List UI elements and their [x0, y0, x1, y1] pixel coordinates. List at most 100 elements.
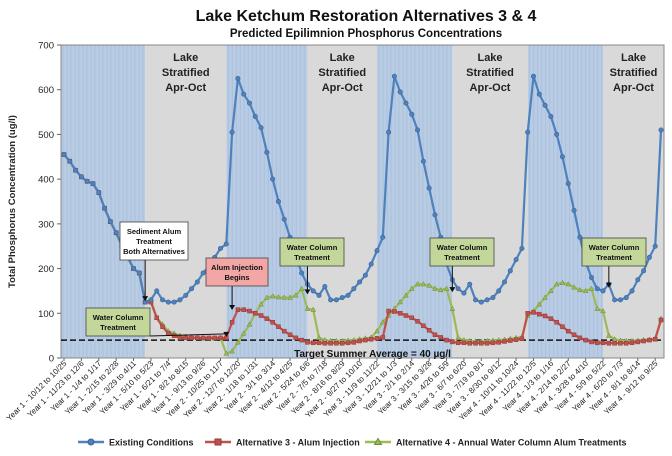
data-point [467, 281, 473, 287]
data-point [484, 297, 490, 303]
data-point [415, 127, 421, 133]
data-point [409, 111, 415, 117]
y-tick-label: 200 [38, 264, 54, 275]
data-point [531, 310, 536, 315]
legend-marker [87, 438, 95, 446]
season-band-summer [452, 45, 528, 358]
annotation-box [429, 237, 495, 267]
data-point [229, 319, 235, 325]
data-point [554, 131, 560, 137]
data-point [165, 299, 171, 305]
data-point [339, 295, 345, 301]
band-label: Stratified [466, 67, 514, 79]
annotation-arrowhead [449, 287, 456, 293]
data-point [247, 308, 252, 314]
y-tick-label: 600 [38, 85, 54, 96]
y-tick-label: 100 [38, 309, 54, 320]
data-point [200, 335, 206, 341]
chart-title: Lake Ketchum Restoration Alternatives 3 … [195, 8, 537, 25]
data-point [195, 335, 200, 341]
data-point [530, 73, 536, 79]
data-point [403, 292, 409, 298]
legend-label: Alternative 4 - Annual Water Column Alum… [396, 438, 627, 448]
data-point [136, 270, 142, 276]
data-point [403, 313, 409, 318]
data-point [513, 257, 519, 263]
data-point [269, 293, 276, 299]
annotation-text: Treatment [136, 237, 172, 246]
data-point [113, 230, 119, 236]
annotation-text: Water Column [287, 243, 338, 252]
chart-subtitle: Predicted Epilimnion Phosphorus Concentr… [229, 28, 503, 40]
data-point [310, 288, 316, 294]
data-point [322, 340, 328, 346]
data-point [432, 332, 438, 337]
data-point [160, 297, 166, 303]
data-point [363, 337, 368, 343]
annotation-text: Treatment [444, 253, 480, 262]
data-point [508, 338, 513, 343]
data-point [200, 270, 206, 276]
data-point [154, 315, 159, 321]
data-point [450, 339, 455, 345]
data-point [264, 149, 270, 155]
annotation-arrowhead [605, 282, 612, 288]
data-point [177, 335, 183, 341]
data-point [565, 181, 571, 187]
data-point [345, 340, 351, 346]
data-point [357, 338, 362, 344]
data-point [414, 281, 421, 287]
data-point [264, 316, 270, 321]
data-point [90, 181, 96, 187]
season-band-summer [603, 45, 664, 358]
data-point [606, 332, 612, 338]
data-point [380, 335, 386, 340]
data-point [421, 323, 426, 329]
data-point [420, 158, 426, 164]
data-point [588, 285, 595, 291]
data-point [403, 100, 409, 106]
data-point [264, 294, 270, 300]
y-axis-label: Total Phosphorus Concentration (ug/l) [7, 115, 18, 288]
data-point [490, 295, 496, 301]
data-point [374, 336, 380, 341]
data-point [496, 288, 502, 294]
band-label: Apr-Oct [165, 82, 206, 94]
data-point [287, 332, 293, 337]
data-point [560, 324, 565, 329]
y-tick-label: 300 [38, 219, 54, 230]
data-point [194, 279, 200, 285]
data-point [334, 340, 339, 346]
data-point [548, 114, 554, 120]
legend-label: Alternative 3 - Alum Injection [236, 438, 360, 448]
band-label: Apr-Oct [613, 82, 654, 94]
data-point [571, 207, 577, 213]
data-point [322, 283, 328, 289]
annotation-box [205, 257, 269, 287]
data-point [386, 308, 391, 314]
data-point [374, 328, 380, 334]
band-label: Apr-Oct [322, 82, 363, 94]
data-point [426, 185, 432, 191]
data-point [293, 335, 299, 341]
data-point [438, 335, 443, 340]
annotation-text: Water Column [437, 243, 488, 252]
data-point [641, 268, 647, 274]
data-point [658, 127, 664, 133]
data-point [629, 288, 635, 294]
data-point [484, 340, 490, 346]
data-point [548, 287, 554, 293]
data-point [345, 292, 351, 298]
data-point [275, 199, 281, 205]
data-point [160, 324, 165, 329]
annotation-box [119, 221, 189, 261]
annotation-box [279, 237, 345, 267]
data-point [525, 311, 530, 316]
data-point [368, 261, 374, 267]
data-point [566, 328, 571, 334]
data-point [310, 306, 317, 312]
data-point [553, 281, 560, 287]
annotation-text: Treatment [294, 253, 330, 262]
